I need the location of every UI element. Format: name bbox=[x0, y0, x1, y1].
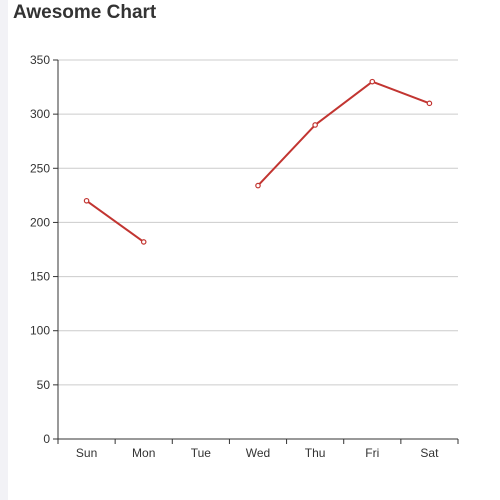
chart-title: Awesome Chart bbox=[13, 2, 157, 23]
x-tick-label-wed: Wed bbox=[246, 446, 270, 460]
series-0-segment-0 bbox=[85, 199, 145, 243]
y-tick-label-350: 350 bbox=[30, 53, 50, 67]
axes bbox=[53, 59, 459, 444]
left-panel-edge bbox=[0, 0, 8, 500]
y-tick-label-200: 200 bbox=[30, 215, 50, 229]
y-tick-label-150: 150 bbox=[30, 270, 50, 284]
series bbox=[83, 78, 433, 245]
grid-lines bbox=[58, 59, 458, 386]
x-tick-label-fri: Fri bbox=[365, 446, 379, 460]
data-point-sat bbox=[426, 100, 433, 107]
x-tick-label-mon: Mon bbox=[132, 446, 155, 460]
tick-labels: 0 50 100 150 200 250 300 350 Sun Mon Tue Wed Thu Fri S… bbox=[30, 53, 439, 460]
x-tick-label-sat: Sat bbox=[420, 446, 439, 460]
y-tick-label-0: 0 bbox=[43, 432, 50, 446]
x-tick-label-thu: Thu bbox=[305, 446, 326, 460]
x-tick-label-tue: Tue bbox=[191, 446, 212, 460]
y-tick-label-100: 100 bbox=[30, 324, 50, 338]
data-point-fri bbox=[369, 78, 376, 85]
x-tick-label-sun: Sun bbox=[76, 446, 97, 460]
y-tick-label-300: 300 bbox=[30, 107, 50, 121]
y-tick-label-250: 250 bbox=[30, 161, 50, 175]
data-point-sun bbox=[83, 197, 90, 204]
data-point-mon bbox=[140, 239, 147, 245]
data-point-thu bbox=[312, 122, 318, 128]
y-tick-label-50: 50 bbox=[37, 378, 51, 392]
series-0-segment-1 bbox=[257, 80, 431, 187]
data-point-wed bbox=[255, 182, 261, 189]
